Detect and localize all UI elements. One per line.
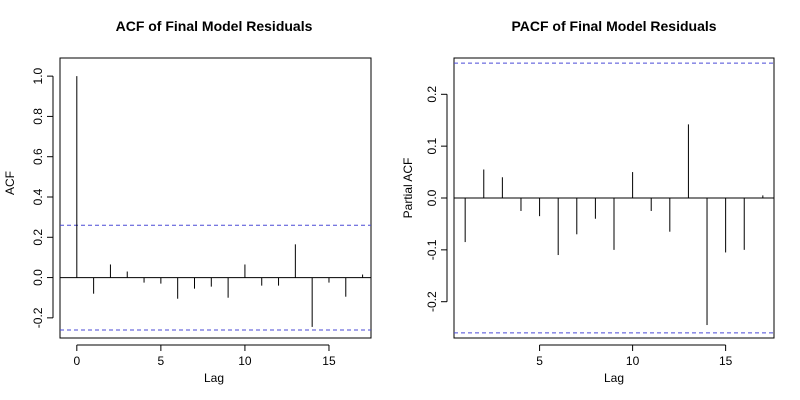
acf-y-tick-label: 1.0 [31,67,45,84]
pacf-x-tick-label: 10 [626,354,640,368]
acf-x-axis-label: Lag [204,371,224,385]
pacf-y-tick-label: -0.2 [425,291,439,312]
pacf-x-tick-label: 15 [719,354,733,368]
pacf-x-axis-label: Lag [604,371,624,385]
pacf-y-tick-label: 0.0 [425,189,439,206]
pacf-y-tick-label: 0.1 [425,137,439,154]
acf-x-tick-label: 10 [238,354,252,368]
acf-x-tick-label: 0 [73,354,80,368]
acf-y-tick-label: 0.6 [31,148,45,165]
acf-panel: ACF of Final Model Residuals Lag ACF 0 5 1… [3,18,372,385]
pacf-y-axis-label: Partial ACF [401,158,415,219]
pacf-y-tick-label: 0.2 [425,86,439,103]
pacf-panel: PACF of Final Model Residuals Lag Partia… [401,18,775,385]
acf-title: ACF of Final Model Residuals [116,18,313,34]
acf-x-tick-label: 5 [158,354,165,368]
acf-y-tick-label: 0.8 [31,108,45,125]
acf-y-tick-label: 0.0 [31,269,45,286]
pacf-x-tick-label: 5 [536,354,543,368]
pacf-title: PACF of Final Model Residuals [511,18,716,34]
acf-x-tick-label: 15 [322,354,336,368]
acf-y-tick-label: 0.4 [31,188,45,205]
acf-plot-frame [59,57,372,339]
acf-y-tick-label: -0.2 [31,307,45,328]
acf-y-axis-label: ACF [3,171,17,195]
acf-y-tick-label: 0.2 [31,229,45,246]
pacf-y-tick-label: -0.1 [425,239,439,260]
